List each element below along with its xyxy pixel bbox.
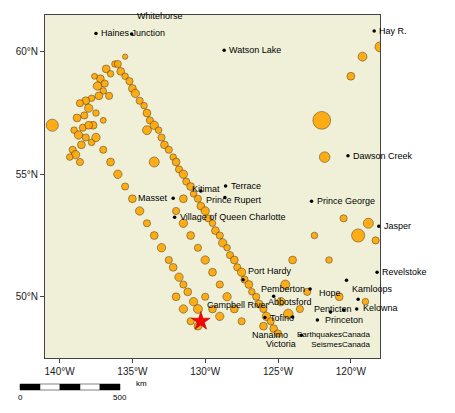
svg-text:Campbell River: Campbell River <box>207 300 269 310</box>
svg-text:Terrace: Terrace <box>231 181 261 191</box>
svg-text:Kelowna: Kelowna <box>363 303 398 313</box>
svg-text:130°W: 130°W <box>190 366 221 377</box>
svg-text:50°N: 50°N <box>16 291 38 302</box>
svg-text:Whitehorse: Whitehorse <box>137 11 183 21</box>
svg-text:Nanaimo: Nanaimo <box>252 330 288 340</box>
svg-text:Revelstoke: Revelstoke <box>382 267 427 277</box>
svg-text:Masset: Masset <box>138 193 168 203</box>
svg-text:EarthquakesCanadaSeismesCanada: EarthquakesCanadaSeismesCanada <box>297 330 371 349</box>
svg-text:125°W: 125°W <box>263 366 294 377</box>
svg-text:Abbotsford: Abbotsford <box>268 297 312 307</box>
svg-text:Victoria: Victoria <box>266 339 296 349</box>
svg-text:135°W: 135°W <box>117 366 148 377</box>
svg-text:Princeton: Princeton <box>325 315 363 325</box>
svg-text:Penticton: Penticton <box>314 304 352 314</box>
svg-text:500: 500 <box>113 393 127 402</box>
svg-text:Kamloops: Kamloops <box>352 284 393 294</box>
svg-text:120°W: 120°W <box>336 366 367 377</box>
svg-text:Watson Lake: Watson Lake <box>229 45 281 55</box>
svg-text:Pemberton: Pemberton <box>261 284 305 294</box>
svg-text:0: 0 <box>18 393 23 402</box>
svg-text:Haines Junction: Haines Junction <box>101 28 165 38</box>
svg-text:Hay R.: Hay R. <box>379 26 407 36</box>
svg-text:Village of Queen Charlotte: Village of Queen Charlotte <box>180 212 285 222</box>
svg-text:Prince Rupert: Prince Rupert <box>206 195 262 205</box>
svg-text:Jasper: Jasper <box>384 221 411 231</box>
svg-text:55°N: 55°N <box>16 169 38 180</box>
svg-text:Prince George: Prince George <box>317 196 375 206</box>
svg-text:Port Hardy: Port Hardy <box>248 266 292 276</box>
svg-text:Kitimat: Kitimat <box>192 184 220 194</box>
svg-text:60°N: 60°N <box>16 46 38 57</box>
svg-text:Tofino: Tofino <box>270 313 294 323</box>
svg-text:km: km <box>136 379 147 388</box>
svg-text:140°W: 140°W <box>45 366 76 377</box>
svg-text:Dawson Creek: Dawson Creek <box>353 151 413 161</box>
svg-text:Hope: Hope <box>319 288 341 298</box>
